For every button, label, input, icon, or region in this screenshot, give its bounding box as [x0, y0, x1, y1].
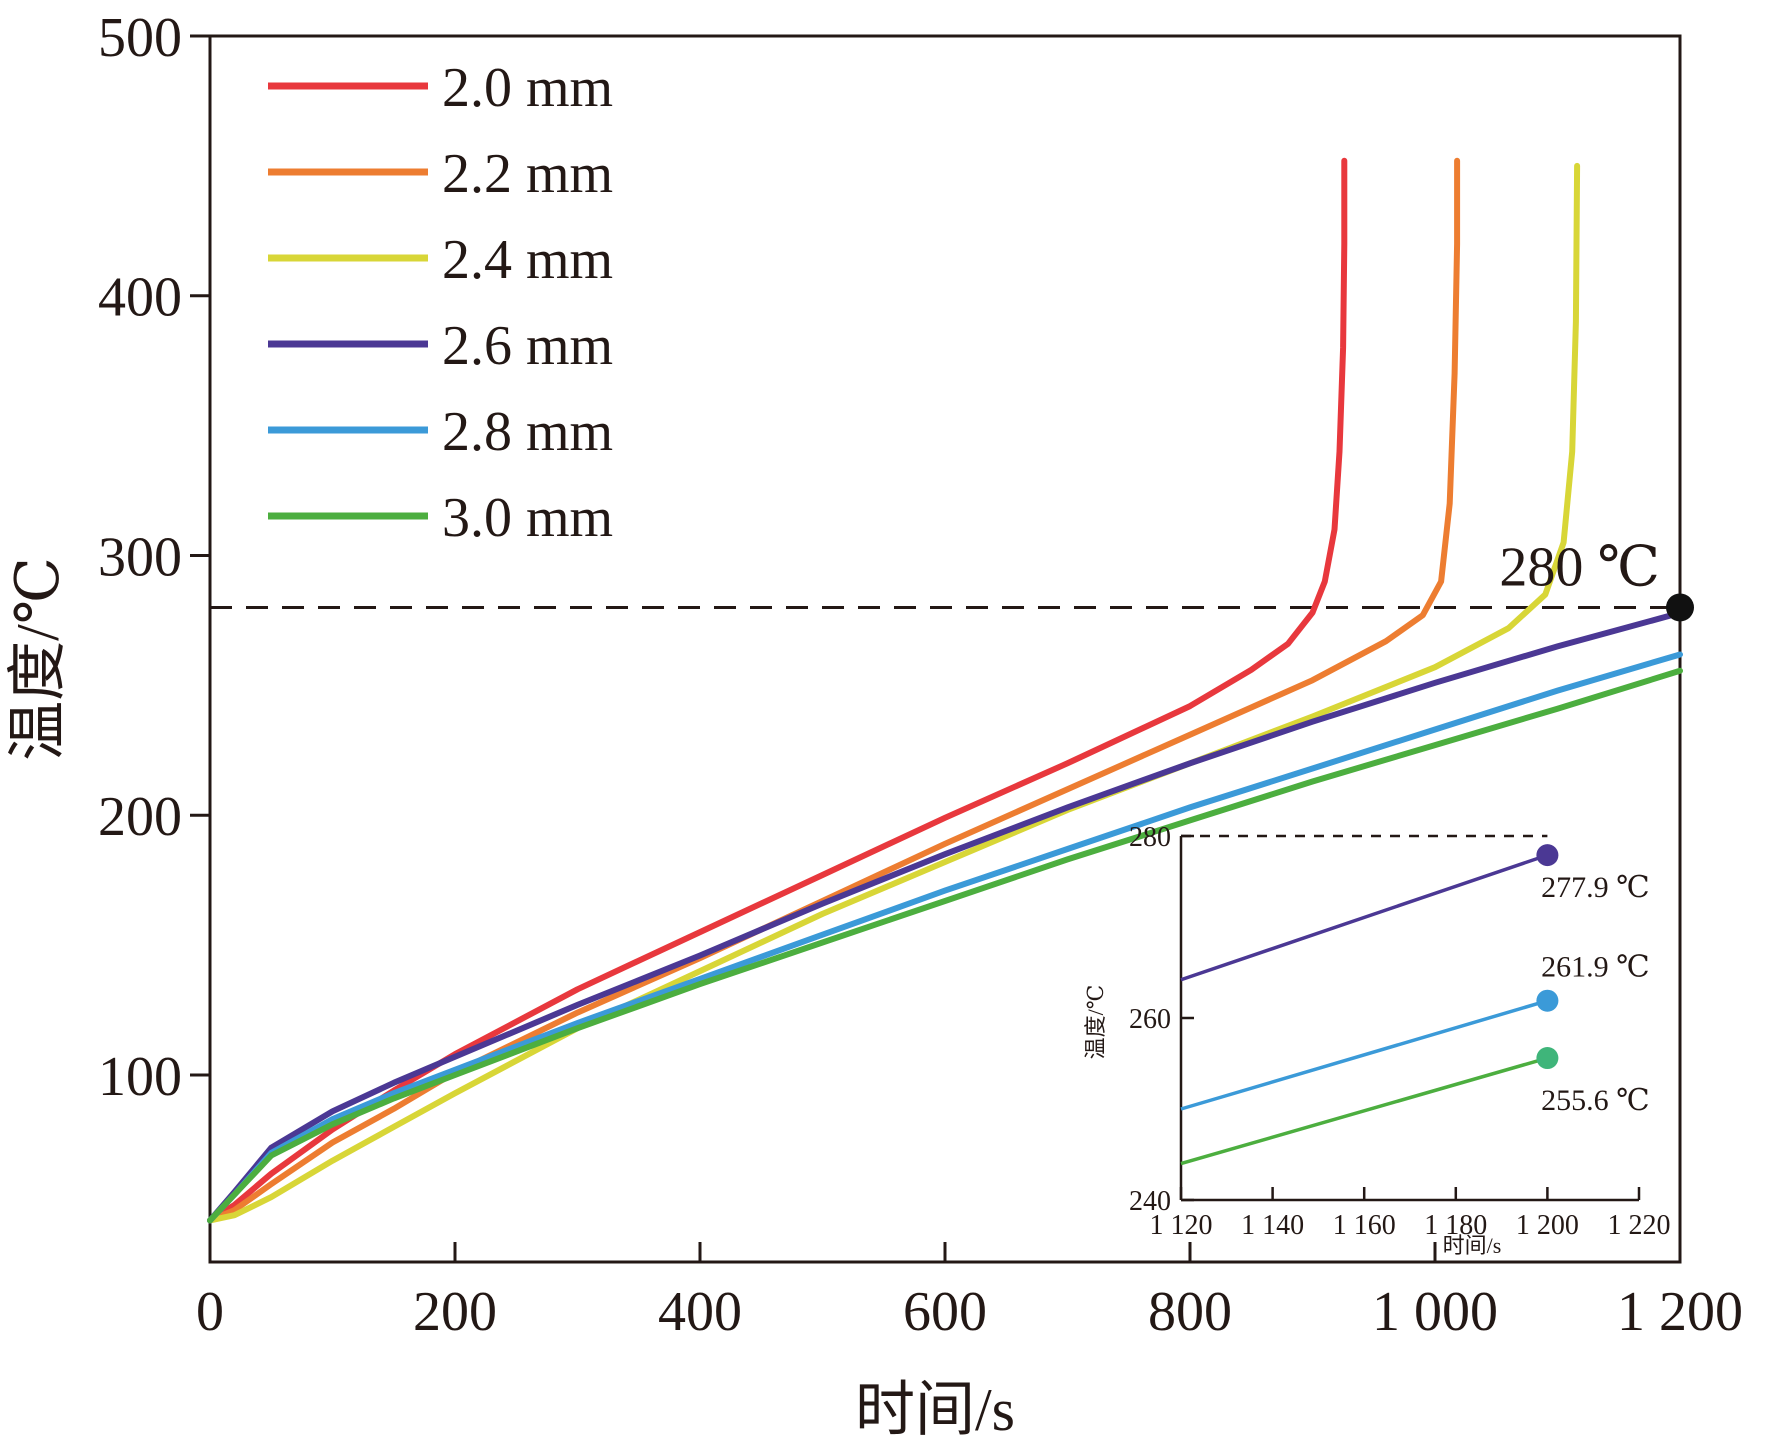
y-tick-label: 500 — [98, 7, 182, 69]
inset-x-tick-label: 1 200 — [1516, 1210, 1579, 1241]
x-tick-label: 600 — [903, 1281, 987, 1343]
inset-value-label-2: 255.6 ℃ — [1541, 1084, 1650, 1117]
inset-value-label-1: 261.9 ℃ — [1541, 951, 1650, 984]
inset-value-label-0: 277.9 ℃ — [1541, 871, 1650, 904]
inset-y-axis-title: 温度/℃ — [1083, 985, 1108, 1060]
inset-x-tick-label: 1 160 — [1333, 1210, 1396, 1241]
y-tick-label: 300 — [98, 526, 182, 588]
inset-y-tick-label: 280 — [1129, 822, 1171, 853]
y-tick-label: 100 — [98, 1046, 182, 1108]
series-line-5 — [207, 667, 1683, 1224]
series-line-3 — [207, 609, 1683, 1224]
inset-marker-1 — [1536, 989, 1559, 1012]
series-line-1 — [207, 157, 1461, 1224]
inset-marker-0 — [1536, 844, 1559, 867]
inset-marker-2 — [1536, 1047, 1559, 1070]
legend-label-4: 2.8 mm — [442, 401, 613, 463]
legend-label-1: 2.2 mm — [442, 143, 613, 205]
inset-x-tick-label: 1 140 — [1241, 1210, 1304, 1241]
legend-label-5: 3.0 mm — [442, 487, 613, 549]
x-axis-title: 时间/s — [855, 1377, 1015, 1443]
legend-label-2: 2.4 mm — [442, 229, 613, 291]
x-tick-label: 800 — [1148, 1281, 1232, 1343]
y-tick-label: 200 — [98, 786, 182, 848]
annotation-label: 280 ℃ — [1499, 536, 1660, 598]
y-tick-label: 400 — [98, 267, 182, 329]
inset-series-line-2 — [1180, 1056, 1548, 1166]
inset-y-tick-label: 240 — [1129, 1186, 1171, 1217]
y-axis-title: 温度/℃ — [5, 557, 71, 761]
inset-series-line-1 — [1180, 999, 1548, 1111]
x-tick-label: 1 200 — [1617, 1281, 1743, 1343]
inset-series-line-0 — [1180, 853, 1548, 982]
x-tick-label: 200 — [413, 1281, 497, 1343]
inset-plot: 1 120 1 140 1 160 1 180 1 200 1 220 240 260 280 时… — [1083, 822, 1671, 1258]
inset-x-tick-label: 1 120 — [1150, 1210, 1213, 1241]
x-tick-label: 400 — [658, 1281, 742, 1343]
inset-x-tick-label: 1 180 — [1424, 1210, 1487, 1241]
inset-x-axis-title: 时间/s — [1443, 1233, 1502, 1258]
series-line-4 — [207, 651, 1683, 1224]
inset-y-tick-label: 260 — [1129, 1004, 1171, 1035]
series-line-0 — [207, 157, 1348, 1224]
x-tick-label: 1 000 — [1372, 1281, 1498, 1343]
main-plot: 0 200 400 600 800 1 000 1 200 100 200 300 400 500 时间… — [5, 7, 1743, 1443]
x-tick-label: 0 — [196, 1281, 224, 1343]
inset-x-tick-label: 1 220 — [1608, 1210, 1671, 1241]
legend-label-0: 2.0 mm — [442, 57, 613, 119]
series-line-2 — [207, 162, 1581, 1224]
legend-label-3: 2.6 mm — [442, 315, 613, 377]
annotation-marker — [1666, 593, 1694, 622]
